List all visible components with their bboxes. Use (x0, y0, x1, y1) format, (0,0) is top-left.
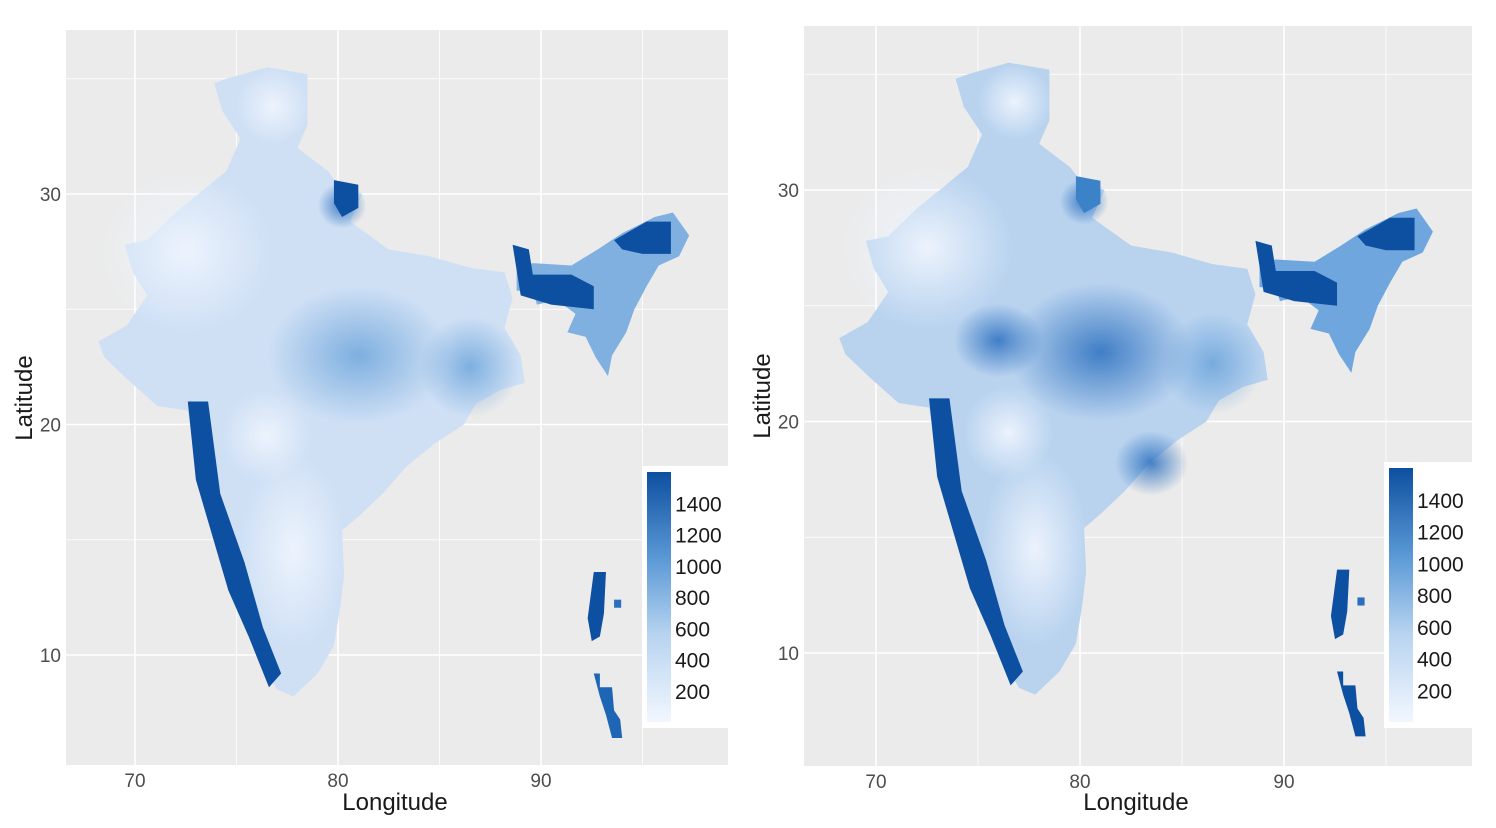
uttarakhand-high-rainfall (333, 180, 359, 218)
region-shapes (98, 67, 690, 738)
andaman-islands (587, 572, 606, 642)
eastern-ghats-rain (1114, 430, 1189, 496)
meghalaya-high-rainfall (1255, 240, 1338, 306)
andaman-islet (1357, 597, 1365, 606)
x-tick-labels: 70 80 90 (124, 771, 551, 792)
colorbar-legend: 1400 1200 1000 800 600 400 200 (642, 466, 728, 728)
legend-tick-labels: 1400 1200 1000 800 600 400 200 (1413, 490, 1464, 703)
legend-tick-label: 600 (675, 618, 710, 641)
x-tick-label: 70 (865, 772, 886, 793)
dry-deccan (222, 389, 312, 483)
nicobar-islands (593, 673, 623, 738)
west-central-rain (953, 303, 1044, 378)
legend-tick-label: 400 (675, 650, 710, 673)
panel-left: 70 80 90 30 20 10 Longitude Latitude 1400 120… (11, 30, 728, 816)
legend-tick-label: 800 (675, 587, 710, 610)
arunachal-high-rainfall (614, 221, 671, 254)
east-rain (1161, 312, 1264, 415)
x-tick-label: 80 (1069, 772, 1090, 793)
legend-tick-label: 600 (1417, 617, 1452, 640)
legend-tick-label: 1000 (675, 556, 722, 579)
x-axis-title: Longitude (342, 789, 447, 816)
x-tick-label: 70 (124, 771, 145, 792)
legend-tick-label: 800 (1417, 585, 1452, 608)
central-rain-band (1008, 282, 1193, 422)
legend-tick-label: 1400 (1417, 490, 1464, 513)
region-shapes (839, 62, 1433, 737)
y-tick-labels: 30 20 10 (40, 185, 61, 667)
rainfall-map (839, 62, 1433, 737)
dry-south-interior (982, 451, 1089, 647)
x-tick-label: 80 (327, 771, 348, 792)
legend-tick-label: 400 (1417, 649, 1452, 672)
legend-tick-label: 1400 (675, 493, 722, 516)
legend-tick-label: 1200 (675, 525, 722, 548)
panel-right: 70 80 90 30 20 10 Longitude Latitude 1400 120… (749, 26, 1472, 816)
x-tick-label: 90 (1273, 772, 1294, 793)
andaman-islet (614, 599, 622, 608)
east-rain (419, 316, 521, 418)
western-ghats-high-rainfall (187, 401, 282, 688)
uttarakhand-high-rainfall (1075, 176, 1101, 214)
y-tick-label: 30 (40, 185, 61, 206)
rainfall-map (98, 67, 690, 738)
legend-tick-label: 200 (1417, 680, 1452, 703)
y-tick-label: 20 (40, 416, 61, 437)
y-axis-title: Latitude (11, 355, 38, 440)
western-ghats-high-rainfall (929, 398, 1023, 686)
legend-tick-label: 1200 (1417, 522, 1464, 545)
y-tick-label: 20 (778, 413, 799, 434)
dry-south-interior (240, 454, 347, 649)
arunachal-high-rainfall (1357, 217, 1415, 251)
y-axis-title: Latitude (749, 353, 776, 438)
dry-north (236, 69, 310, 144)
colorbar (1389, 468, 1413, 722)
dry-northwest (100, 170, 272, 333)
dry-northwest (841, 166, 1013, 329)
legend-tick-label: 1000 (1417, 553, 1464, 576)
y-tick-label: 10 (778, 644, 799, 665)
dry-deccan (963, 386, 1054, 480)
colorbar-legend: 1400 1200 1000 800 600 400 200 (1384, 462, 1472, 728)
y-tick-label: 30 (778, 181, 799, 202)
x-tick-labels: 70 80 90 (865, 772, 1294, 793)
x-axis-title: Longitude (1083, 789, 1188, 816)
meghalaya-high-rainfall (512, 244, 594, 310)
central-rain-band (266, 286, 450, 425)
x-tick-label: 90 (530, 771, 551, 792)
dry-north (978, 64, 1052, 140)
nicobar-islands (1337, 671, 1366, 737)
y-tick-labels: 30 20 10 (778, 181, 799, 665)
andaman-islands (1330, 569, 1350, 640)
legend-tick-label: 200 (675, 681, 710, 704)
legend-tick-labels: 1400 1200 1000 800 600 400 200 (671, 493, 722, 704)
y-tick-label: 10 (40, 646, 61, 667)
colorbar (647, 472, 671, 722)
